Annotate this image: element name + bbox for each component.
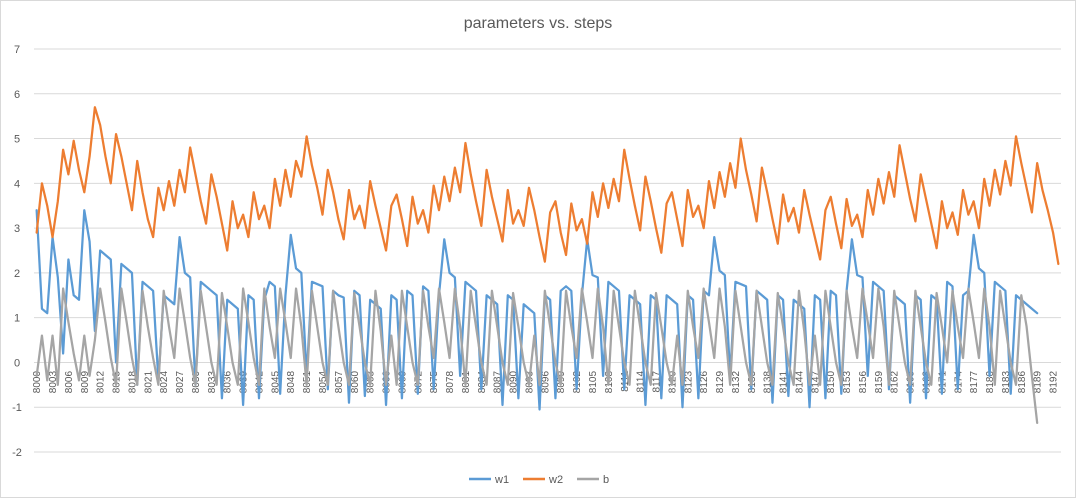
x-tick-label: 8183	[1001, 371, 1012, 394]
x-tick-label: 8018	[127, 371, 138, 394]
x-tick-label: 8105	[588, 371, 599, 394]
x-tick-label: 8117	[652, 371, 663, 393]
x-tick-label: 8186	[1017, 371, 1028, 394]
legend: w1 w2 b	[469, 474, 609, 486]
x-tick-label: 8021	[143, 371, 154, 394]
x-tick-label: 8126	[699, 371, 710, 394]
x-tick-label: 8138	[763, 371, 774, 394]
series-line-w1	[35, 209, 1039, 411]
x-tick-label: 8090	[509, 371, 520, 394]
x-tick-label: 8078	[445, 371, 456, 394]
x-tick-label: 8057	[334, 371, 345, 394]
x-tick-label: 8144	[794, 371, 805, 394]
x-tick-label: 8177	[969, 371, 980, 394]
x-tick-label: 8189	[1033, 371, 1044, 394]
legend-label-w2: w2	[548, 474, 563, 486]
x-tick-label: 8027	[175, 371, 186, 394]
y-tick-label: -2	[12, 447, 22, 459]
chart-title: parameters vs. steps	[464, 15, 613, 32]
x-tick-label: 8033	[207, 371, 218, 394]
x-tick-label: 8003	[48, 371, 59, 394]
y-tick-label: 4	[14, 178, 20, 190]
x-tick-label: 8162	[890, 371, 901, 394]
x-tick-label: 8141	[779, 371, 790, 394]
x-tick-label: 8054	[318, 371, 329, 394]
y-tick-label: 0	[14, 357, 20, 369]
series-lines	[35, 106, 1060, 425]
y-tick-label: 1	[14, 313, 20, 325]
series-line-b	[35, 287, 1039, 425]
legend-label-w1: w1	[494, 474, 509, 486]
legend-label-b: b	[603, 474, 609, 486]
x-tick-label: 8012	[96, 371, 107, 394]
x-tick-label: 8087	[493, 371, 504, 394]
x-tick-label: 8036	[223, 371, 234, 394]
x-tick-label: 8159	[874, 371, 885, 394]
x-tick-label: 8000	[32, 371, 43, 394]
x-tick-label: 8150	[826, 371, 837, 394]
y-tick-label: 5	[14, 134, 20, 146]
x-tick-label: 8153	[842, 371, 853, 394]
x-tick-label: 8132	[731, 371, 742, 394]
x-tick-label: 8114	[636, 371, 647, 393]
y-tick-label: 3	[14, 223, 20, 235]
y-tick-label: 6	[14, 89, 20, 101]
y-tick-label: 2	[14, 268, 20, 280]
series-line-w2	[35, 106, 1060, 266]
x-tick-label: 8192	[1049, 371, 1060, 394]
y-tick-label: 7	[14, 44, 20, 56]
x-tick-label: 8129	[715, 371, 726, 394]
x-axis-ticks: 8000 8003 8006 8009 8012 8015 8018 8021 8024 8027…	[32, 371, 1059, 394]
x-tick-label: 8024	[159, 371, 170, 394]
x-tick-label: 8096	[540, 371, 551, 394]
x-tick-label: 8009	[80, 371, 91, 394]
y-axis-ticks: -2 -1 0 1 2 3 4 5 6 7	[12, 44, 22, 459]
x-tick-label: 8045	[270, 371, 281, 394]
x-tick-label: 8180	[985, 371, 996, 394]
x-tick-label: 8147	[810, 371, 821, 394]
x-tick-label: 8123	[683, 371, 694, 394]
x-tick-label: 8006	[64, 371, 75, 394]
x-tick-label: 8060	[350, 371, 361, 394]
x-tick-label: 8048	[286, 371, 297, 394]
y-tick-label: -1	[12, 402, 22, 414]
x-tick-label: 8156	[858, 371, 869, 394]
